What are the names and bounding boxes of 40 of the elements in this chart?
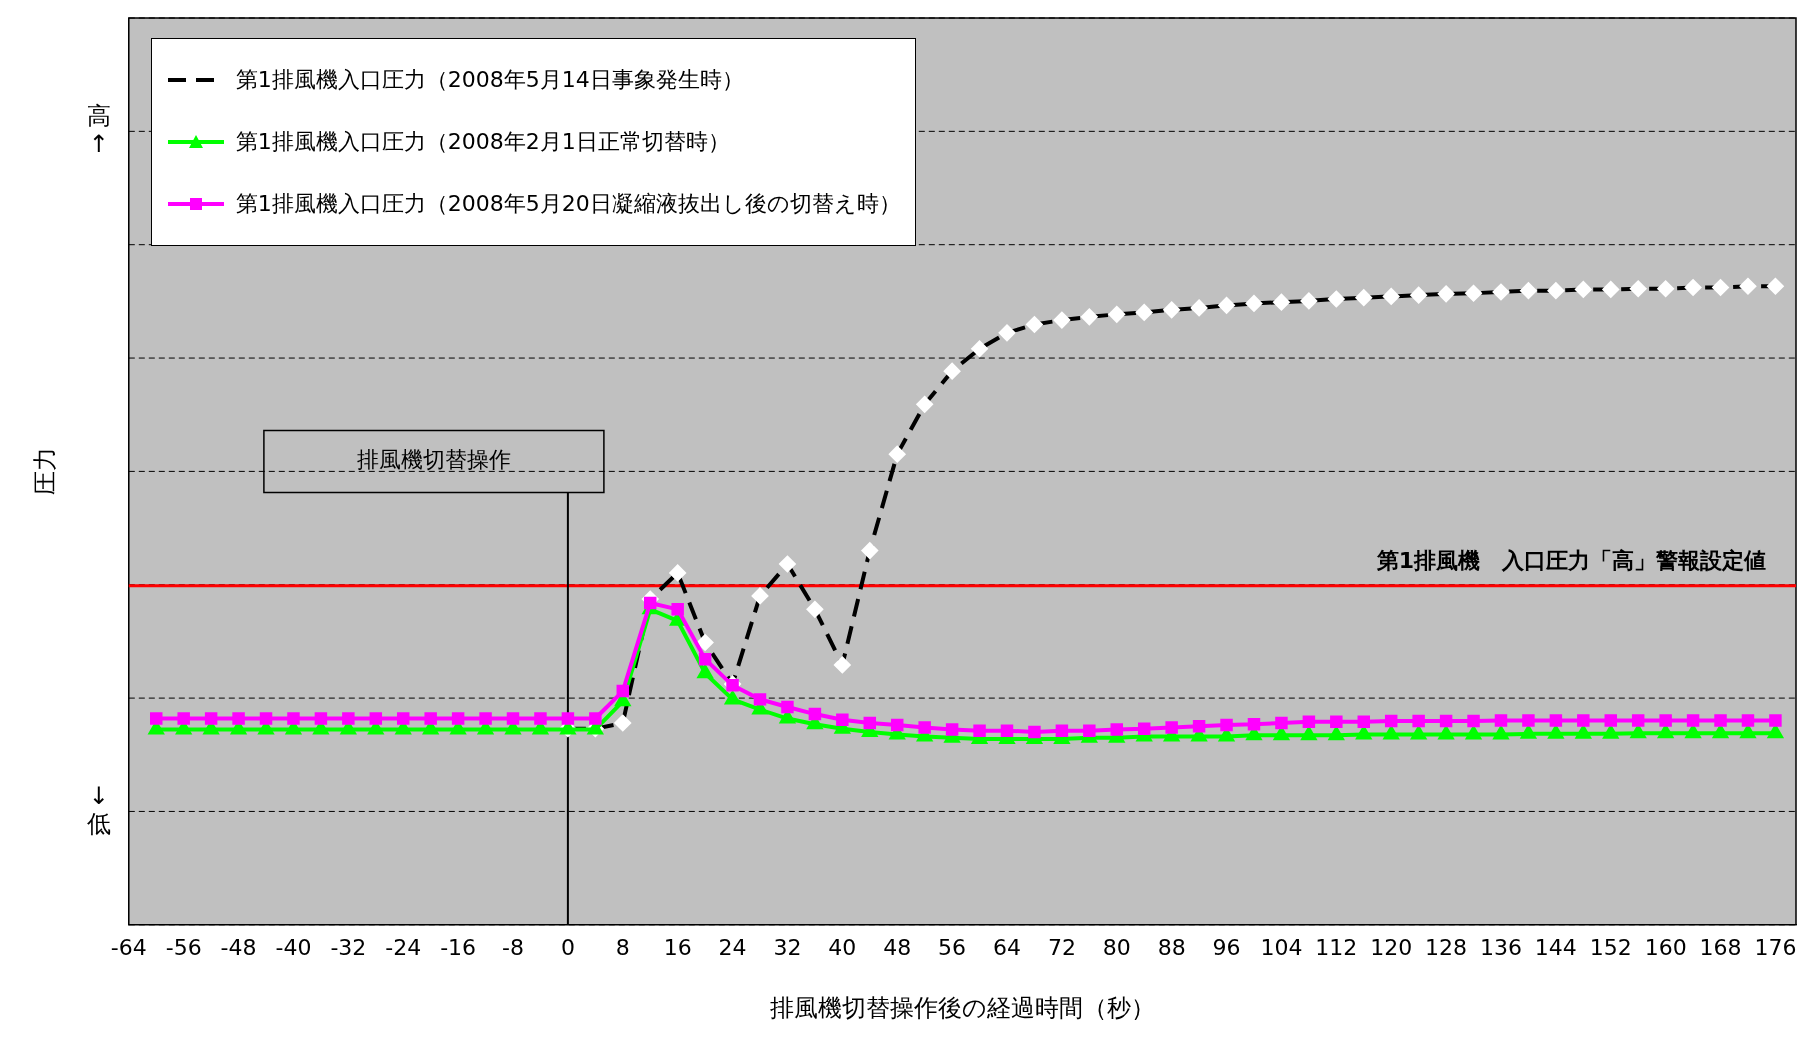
x-tick-label: -16 bbox=[440, 934, 477, 960]
text: 高↑ bbox=[86, 101, 111, 158]
x-tick-label: 152 bbox=[1589, 934, 1632, 960]
x-tick-label: 112 bbox=[1315, 934, 1358, 960]
x-tick-label: -24 bbox=[385, 934, 422, 960]
x-tick-label: 32 bbox=[773, 934, 802, 960]
x-tick-label: -32 bbox=[330, 934, 367, 960]
y-axis-title: 圧力 bbox=[30, 447, 59, 496]
x-tick-label: 56 bbox=[938, 934, 967, 960]
x-tick-label: 96 bbox=[1212, 934, 1241, 960]
x-tick-label: 48 bbox=[883, 934, 912, 960]
legend-label: 第1排風機入口圧力（2008年5月20日凝縮液抜出し後の切替え時） bbox=[235, 190, 901, 218]
x-tick-label: -56 bbox=[165, 934, 202, 960]
x-tick-label: 144 bbox=[1534, 934, 1577, 960]
x-tick-label: -8 bbox=[502, 934, 524, 960]
text: ↓低 bbox=[86, 781, 111, 838]
x-tick-label: -40 bbox=[275, 934, 312, 960]
x-tick-label: 120 bbox=[1370, 934, 1413, 960]
x-tick-label: 80 bbox=[1102, 934, 1131, 960]
x-tick-label: 88 bbox=[1157, 934, 1186, 960]
x-tick-label: 160 bbox=[1644, 934, 1687, 960]
x-tick-label: 176 bbox=[1754, 934, 1797, 960]
legend-label: 第1排風機入口圧力（2008年5月14日事象発生時） bbox=[235, 66, 744, 94]
x-tick-label: 0 bbox=[560, 934, 575, 960]
x-tick-label: 64 bbox=[993, 934, 1021, 960]
x-tick-label: 8 bbox=[615, 934, 630, 960]
x-tick-label: 128 bbox=[1425, 934, 1468, 960]
x-tick-label: -64 bbox=[110, 934, 147, 960]
legend-label: 第1排風機入口圧力（2008年2月1日正常切替時） bbox=[235, 128, 730, 156]
ref-line-label: 排風機切替操作 bbox=[356, 447, 511, 473]
x-tick-label: 16 bbox=[663, 934, 692, 960]
x-tick-label: 104 bbox=[1260, 934, 1303, 960]
x-tick-label: 72 bbox=[1047, 934, 1076, 960]
x-tick-label: -48 bbox=[220, 934, 257, 960]
x-tick-label: 40 bbox=[828, 934, 857, 960]
x-tick-label: 168 bbox=[1699, 934, 1742, 960]
x-axis-title: 排風機切替操作後の経過時間（秒） bbox=[769, 993, 1155, 1022]
x-tick-label: 136 bbox=[1479, 934, 1522, 960]
ref-line-label: 第1排風機 入口圧力「高」警報設定値 bbox=[1375, 548, 1766, 574]
x-tick-label: 24 bbox=[718, 934, 747, 960]
